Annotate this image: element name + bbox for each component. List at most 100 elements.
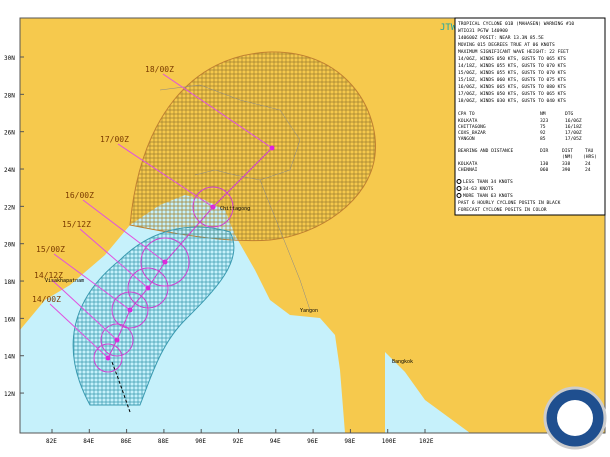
cpa-cell: 17/00Z [565,130,582,136]
info-line: 17/06Z, WINDS 050 KTS, GUSTS TO 065 KTS [458,91,566,97]
cpa-header: NM [540,111,546,117]
agency-seal-center [557,400,593,436]
lon-label: 88E [158,438,169,445]
lat-label: 20N [4,242,15,249]
cpa-cell: KOLKATA [458,118,478,124]
info-box-frame [454,17,606,216]
place-label: Yangon [300,308,318,314]
bearing-cell: 24 [585,167,591,173]
legend-symbol [456,186,462,191]
info-line: 15/18Z, WINDS 060 KTS, GUSTS TO 075 KTS [458,77,566,83]
lon-label: 84E [83,438,94,445]
past-track [111,361,131,413]
label-leader [162,73,273,149]
forecast-label: 15/12Z [62,220,91,229]
cpa-cell: 16/18Z [565,124,582,130]
label-leader [79,228,149,289]
danger-area-sea [72,226,235,406]
lat-label: 28N [4,92,15,99]
place-label: Visakhapatnam [45,278,84,284]
forecast-label: 15/00Z [36,245,65,254]
bearing-header: DIST [562,148,573,154]
place-label: Bangkok [392,359,413,365]
bearing-cell: CHENNAI [458,167,478,173]
label-leader [51,279,118,341]
forecast-label: 16/00Z [65,191,94,200]
lat-label: 14N [4,354,15,361]
bearing-header: BEARING AND DISTANCE [458,148,514,154]
map-frame [19,17,606,434]
lat-label: 30N [4,55,15,62]
label-leader [49,303,109,359]
lon-label: 82E [46,438,57,445]
wind-radius [140,237,190,287]
bearing-unit: (NM) [562,154,573,160]
bearing-cell: 24 [585,161,591,167]
cpa-cell: 323 [540,118,549,124]
cpa-cell: 75 [540,124,546,130]
lat-label: 12N [4,391,15,398]
lon-label: 98E [344,438,355,445]
bearing-cell: 060 [540,167,549,173]
bearing-header: TAU [585,148,594,154]
legend-symbol [456,193,462,198]
label-leader [53,253,131,311]
gulf-of-thailand [385,352,470,433]
bearing-cell: 338 [562,161,571,167]
lat-label: 18N [4,279,15,286]
wind-radius [93,343,123,373]
borders [159,84,311,311]
lon-label: 94E [270,438,281,445]
cpa-cell: 16/06Z [565,118,582,124]
cpa-cell: CHITTAGONG [458,124,486,130]
bearing-cell: KOLKATA [458,161,478,167]
label-leader [117,143,214,208]
legend-entry: 34-63 KNOTS [463,186,494,192]
lon-label: 96E [307,438,318,445]
cpa-cell: 85 [540,136,546,142]
cpa-cell: 17/05Z [565,136,582,142]
forecast-label: 14/12Z [34,271,63,280]
lat-label: 16N [4,316,15,323]
label-leader [82,199,166,263]
info-line: 140600Z POSIT: NEAR 13.3N 85.5E [458,35,544,41]
cpa-cell: 92 [540,130,546,136]
lat-label: 22N [4,204,15,211]
info-line: WTIO31 PGTW 140900 [458,28,508,34]
lon-label: 90E [195,438,206,445]
info-line: 14/06Z, WINDS 050 KTS, GUSTS TO 065 KTS [458,56,566,62]
info-line: 16/06Z, WINDS 065 KTS, GUSTS TO 080 KTS [458,84,566,90]
info-line: MAXIMUM SIGNIFICANT WAVE HEIGHT: 22 FEET [458,49,569,55]
bearing-header: DIR [540,148,549,154]
bearing-unit: (HRS) [583,154,597,160]
info-line: 14/18Z, WINDS 055 KTS, GUSTS TO 070 KTS [458,63,566,69]
cpa-cell: COXS_BAZAR [458,130,486,136]
legend-symbol [456,179,462,184]
wind-radius [192,186,234,228]
info-box: TROPICAL CYCLONE 01B (MAHASEN) WARNING #… [454,17,606,216]
lon-label: 92E [233,438,244,445]
legend-entry: LESS THAN 34 KNOTS [463,179,513,185]
place-label: Chittagong [220,206,250,212]
legend-entry: PAST 6 HOURLY CYCLONE POSITS IN BLACK [458,200,561,206]
info-line: MOVING 015 DEGREES TRUE AT 06 KNOTS [458,42,555,48]
bearing-cell: 130 [540,161,549,167]
info-line: 18/06Z, WINDS 030 KTS, GUSTS TO 040 KTS [458,98,566,104]
wind-radius [111,291,149,329]
agency-label: JTWC [440,23,462,33]
bearing-cell: 390 [562,167,571,173]
legend-entry: FORECAST CYCLONE POSITS IN COLOR [458,207,547,213]
lat-label: 24N [4,167,15,174]
forecast-track [107,147,273,359]
forecast-label: 18/00Z [145,65,174,74]
lon-label: 86E [121,438,132,445]
legend-entry: MORE THAN 63 KNOTS [463,193,513,199]
lat-label: 26N [4,130,15,137]
cpa-cell: YANGON [458,136,475,142]
info-line: 15/06Z, WINDS 055 KTS, GUSTS TO 070 KTS [458,70,566,76]
forecast-label: 14/00Z [32,295,61,304]
lon-label: 100E [382,438,397,445]
info-line: TROPICAL CYCLONE 01B (MAHASEN) WARNING #… [458,21,574,27]
lon-label: 102E [419,438,434,445]
